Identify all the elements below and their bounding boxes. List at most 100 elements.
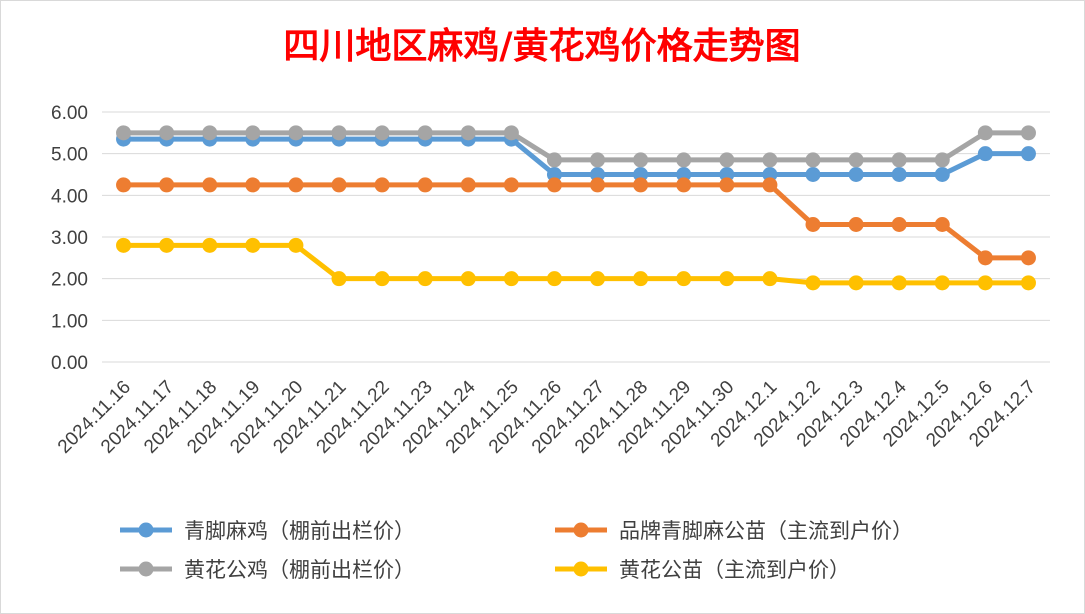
data-point bbox=[202, 177, 218, 193]
y-tick-label: 4.00 bbox=[51, 186, 88, 207]
data-point bbox=[374, 177, 390, 193]
data-point bbox=[503, 177, 519, 193]
chart-title: 四川地区麻鸡/黄花鸡价格走势图 bbox=[283, 25, 800, 67]
data-point bbox=[805, 152, 821, 168]
series-lines bbox=[116, 125, 1036, 291]
data-point bbox=[288, 177, 304, 193]
y-axis-ticks: 0.00 1.00 2.00 3.00 4.00 5.00 6.00 bbox=[51, 103, 88, 374]
data-point bbox=[331, 125, 347, 141]
data-point bbox=[977, 275, 993, 291]
data-point bbox=[546, 271, 562, 287]
data-point bbox=[116, 177, 132, 193]
legend-label: 黄花公鸡（棚前出栏价） bbox=[184, 558, 415, 582]
data-point bbox=[245, 177, 261, 193]
data-point bbox=[245, 125, 261, 141]
series-3 bbox=[116, 125, 1036, 168]
legend-item: 青脚麻鸡（棚前出栏价） bbox=[120, 519, 415, 543]
data-point bbox=[590, 152, 606, 168]
y-tick-label: 6.00 bbox=[51, 103, 88, 124]
data-point bbox=[1020, 146, 1036, 162]
data-point bbox=[762, 271, 778, 287]
data-point bbox=[245, 237, 261, 253]
data-point bbox=[159, 237, 175, 253]
data-point bbox=[590, 167, 606, 182]
data-point bbox=[159, 177, 175, 193]
data-point bbox=[288, 237, 304, 253]
data-point bbox=[633, 152, 649, 168]
data-point bbox=[633, 271, 649, 287]
data-point bbox=[633, 167, 649, 182]
data-point bbox=[676, 167, 692, 182]
data-point bbox=[159, 125, 175, 141]
data-point bbox=[331, 177, 347, 193]
data-point bbox=[460, 271, 476, 287]
legend-item: 黄花公苗（主流到户价） bbox=[555, 558, 850, 582]
data-point bbox=[676, 271, 692, 287]
x-axis-ticks: 2024.11.162024.11.172024.11.182024.11.19… bbox=[54, 376, 1040, 457]
series-line bbox=[123, 242, 1029, 286]
data-point bbox=[116, 237, 132, 253]
legend-label: 品牌青脚麻公苗（主流到户价） bbox=[619, 519, 913, 543]
data-point bbox=[503, 271, 519, 287]
legend-label: 青脚麻鸡（棚前出栏价） bbox=[184, 519, 415, 543]
data-point bbox=[719, 167, 735, 182]
data-point bbox=[460, 125, 476, 141]
data-point bbox=[417, 177, 433, 193]
data-point bbox=[590, 271, 606, 287]
data-point bbox=[676, 177, 692, 193]
data-point bbox=[202, 125, 218, 141]
data-point bbox=[891, 217, 907, 232]
data-point bbox=[848, 167, 864, 182]
data-point bbox=[805, 275, 821, 291]
data-point bbox=[891, 152, 907, 168]
data-point bbox=[805, 167, 821, 182]
data-point bbox=[977, 250, 993, 266]
y-tick-label: 1.00 bbox=[51, 311, 88, 332]
data-point bbox=[546, 177, 562, 193]
data-point bbox=[934, 275, 950, 291]
data-point bbox=[977, 146, 993, 162]
y-tick-label: 3.00 bbox=[51, 228, 88, 249]
data-point bbox=[977, 125, 993, 141]
data-point bbox=[331, 271, 347, 287]
data-point bbox=[1020, 275, 1036, 291]
data-point bbox=[202, 237, 218, 253]
data-point bbox=[719, 152, 735, 168]
data-point bbox=[1020, 125, 1036, 141]
data-point bbox=[417, 125, 433, 141]
y-tick-label: 0.00 bbox=[51, 353, 88, 374]
data-point bbox=[848, 275, 864, 291]
legend-swatch-marker bbox=[138, 522, 154, 538]
data-point bbox=[460, 177, 476, 193]
y-tick-label: 5.00 bbox=[51, 145, 88, 166]
data-point bbox=[719, 177, 735, 193]
series-line bbox=[123, 136, 1029, 177]
data-point bbox=[719, 271, 735, 287]
data-point bbox=[762, 152, 778, 168]
data-point bbox=[374, 125, 390, 141]
data-point bbox=[288, 125, 304, 141]
legend-swatch-marker bbox=[573, 561, 589, 577]
legend-item: 品牌青脚麻公苗（主流到户价） bbox=[555, 519, 913, 543]
data-point bbox=[848, 152, 864, 168]
series-line bbox=[123, 130, 1029, 163]
legend-label: 黄花公苗（主流到户价） bbox=[619, 558, 850, 582]
data-point bbox=[762, 177, 778, 193]
data-point bbox=[633, 177, 649, 193]
data-point bbox=[891, 275, 907, 291]
legend-item: 黄花公鸡（棚前出栏价） bbox=[120, 558, 415, 582]
data-point bbox=[934, 217, 950, 232]
data-point bbox=[374, 271, 390, 287]
data-point bbox=[762, 167, 778, 182]
data-point bbox=[546, 167, 562, 182]
data-point bbox=[805, 217, 821, 232]
data-point bbox=[1020, 250, 1036, 266]
data-point bbox=[116, 125, 132, 141]
data-point bbox=[503, 125, 519, 141]
data-point bbox=[590, 177, 606, 193]
series-line bbox=[123, 182, 1029, 261]
data-point bbox=[546, 152, 562, 168]
legend-swatch-marker bbox=[573, 522, 589, 538]
